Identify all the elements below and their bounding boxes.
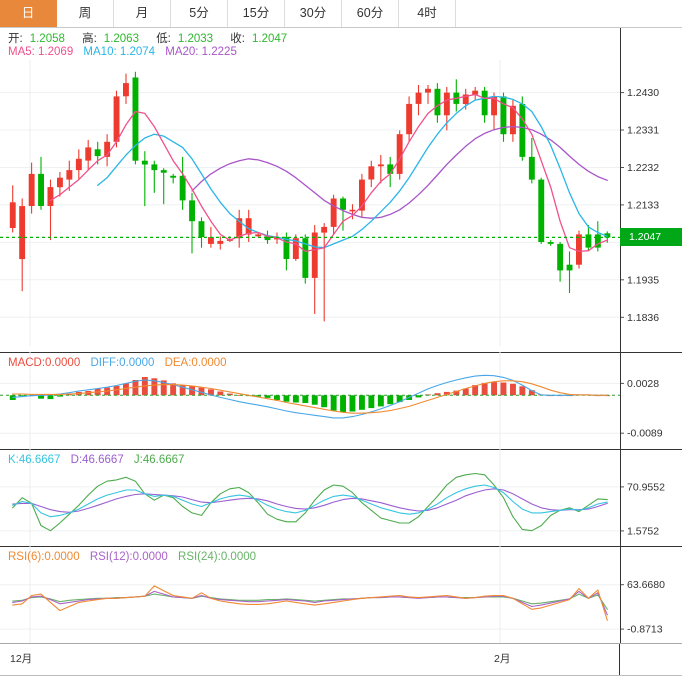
svg-text:70.9552: 70.9552 — [627, 481, 665, 493]
time-label-feb: 2月 — [494, 653, 511, 665]
rsi-axis: 63.6680 -0.8713 — [620, 546, 682, 643]
svg-text:1.1935: 1.1935 — [627, 274, 659, 286]
svg-text:1.2133: 1.2133 — [627, 199, 659, 211]
tabbar-filler — [456, 0, 682, 27]
tab-15min[interactable]: 15分 — [228, 0, 285, 27]
svg-text:-0.0089: -0.0089 — [627, 428, 663, 440]
macd-axis-divider — [620, 352, 621, 449]
kdj-svg — [0, 449, 620, 546]
svg-text:1.2430: 1.2430 — [627, 87, 659, 99]
current-price-tag: 1.2047 — [620, 228, 682, 247]
macd-panel: MACD:0.0000 DIFF:0.0000 DEA:0.0000 0.002… — [0, 352, 682, 449]
panel-divider-rsi — [0, 546, 682, 547]
price-axis: 1.24301.23311.22321.21331.20341.19351.18… — [620, 28, 682, 352]
kdj-axis: 70.9552 1.5752 — [620, 449, 682, 546]
kdj-plot — [0, 449, 620, 546]
svg-text:1.1836: 1.1836 — [627, 312, 659, 324]
rsi-svg — [0, 546, 620, 643]
rsi-axis-divider — [620, 546, 621, 643]
tab-30min[interactable]: 30分 — [285, 0, 342, 27]
time-axis: 12月 2月 — [0, 643, 682, 676]
svg-text:-0.8713: -0.8713 — [627, 624, 663, 636]
time-axis-right — [620, 644, 682, 675]
tab-60min[interactable]: 60分 — [342, 0, 399, 27]
svg-text:1.2232: 1.2232 — [627, 162, 659, 174]
svg-text:1.5752: 1.5752 — [627, 525, 659, 537]
tab-4hour[interactable]: 4时 — [399, 0, 456, 27]
tab-day[interactable]: 日 — [0, 0, 57, 27]
price-axis-divider — [620, 28, 621, 352]
time-axis-plot: 12月 2月 — [0, 644, 620, 675]
macd-svg — [0, 352, 620, 449]
price-plot — [0, 28, 620, 352]
svg-text:0.0028: 0.0028 — [627, 378, 659, 390]
panel-divider-macd — [0, 352, 682, 353]
tab-week[interactable]: 周 — [57, 0, 114, 27]
price-axis-svg: 1.24301.23311.22321.21331.20341.19351.18… — [620, 87, 659, 324]
rsi-plot — [0, 546, 620, 643]
macd-axis-svg: 0.0028 -0.0089 — [620, 378, 663, 440]
chart-frame: 开: 1.2058 高: 1.2063 低: 1.2033 收: 1.2047 MA5:… — [0, 28, 682, 676]
time-label-dec: 12月 — [10, 653, 33, 665]
price-panel: 开: 1.2058 高: 1.2063 低: 1.2033 收: 1.2047 MA5:… — [0, 28, 682, 352]
kdj-axis-svg: 70.9552 1.5752 — [620, 481, 665, 537]
tab-5min[interactable]: 5分 — [171, 0, 228, 27]
rsi-panel: RSI(6):0.0000 RSI(12):0.0000 RSI(24):0.0… — [0, 546, 682, 643]
svg-text:1.2331: 1.2331 — [627, 125, 659, 137]
svg-text:63.6680: 63.6680 — [627, 579, 665, 591]
timeframe-tabbar: 日 周 月 5分 15分 30分 60分 4时 — [0, 0, 682, 28]
rsi-axis-svg: 63.6680 -0.8713 — [620, 579, 665, 636]
kdj-axis-divider — [620, 449, 621, 546]
panel-divider-kdj — [0, 449, 682, 450]
tab-month[interactable]: 月 — [114, 0, 171, 27]
candlestick-svg — [0, 60, 620, 346]
kdj-panel: K:46.6667 D:46.6667 J:46.6667 70.9552 1.5… — [0, 449, 682, 546]
macd-axis: 0.0028 -0.0089 — [620, 352, 682, 449]
macd-plot — [0, 352, 620, 449]
